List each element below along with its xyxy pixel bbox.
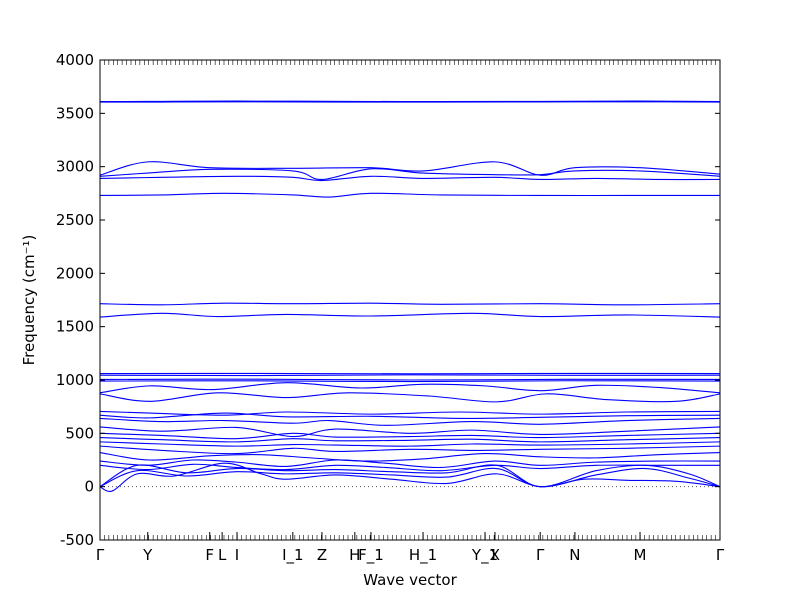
band-line-18 bbox=[99, 432, 721, 440]
x-tick-label: N bbox=[569, 546, 580, 564]
band-line-16 bbox=[99, 417, 721, 426]
band-line-25 bbox=[99, 464, 721, 488]
x-tick-label: F_1 bbox=[358, 546, 384, 565]
y-tick-label: 2500 bbox=[56, 211, 94, 229]
y-axis-label: Frequency (cm⁻¹) bbox=[20, 235, 38, 366]
x-tick-label: Y_1 bbox=[471, 546, 498, 565]
y-tick-label: 4000 bbox=[56, 51, 94, 69]
band-line-14 bbox=[99, 410, 721, 416]
band-line-27 bbox=[99, 462, 721, 492]
y-tick-label: 1500 bbox=[56, 318, 94, 336]
band-line-0 bbox=[99, 100, 721, 103]
x-tick-label: F bbox=[205, 546, 214, 564]
x-tick-label: M bbox=[634, 546, 647, 564]
y-tick-label: 3500 bbox=[56, 104, 94, 122]
band-line-3 bbox=[99, 168, 721, 181]
axis-ticks bbox=[99, 59, 721, 541]
band-line-15 bbox=[99, 412, 721, 419]
x-tick-label: Z bbox=[317, 546, 327, 564]
x-tick-label: H bbox=[349, 546, 360, 564]
x-tick-label: I_1 bbox=[282, 546, 303, 565]
band-line-20 bbox=[99, 441, 721, 447]
y-tick-label: -500 bbox=[60, 531, 94, 549]
band-line-4 bbox=[99, 175, 721, 182]
y-tick-label: 1000 bbox=[56, 371, 94, 389]
band-line-21 bbox=[99, 445, 721, 455]
band-line-7 bbox=[99, 312, 721, 318]
tick-labels: -500 0 500 1000 1500 2000 2500 3000 3500 4000 Γ Y F L… bbox=[56, 51, 725, 565]
band-line-22 bbox=[99, 451, 721, 462]
band-line-10 bbox=[99, 378, 721, 381]
x-tick-label: I bbox=[235, 546, 239, 564]
band-line-19 bbox=[99, 437, 721, 443]
band-line-12 bbox=[99, 382, 721, 394]
band-line-13 bbox=[99, 392, 721, 403]
x-tick-label: Γ bbox=[96, 546, 105, 564]
x-tick-label: Γ bbox=[536, 546, 545, 564]
x-tick-label: H_1 bbox=[409, 546, 437, 565]
plot-frame bbox=[99, 59, 721, 541]
band-line-17 bbox=[99, 426, 721, 438]
x-tick-label: L bbox=[218, 546, 227, 564]
x-axis-label: Wave vector bbox=[363, 571, 457, 589]
y-tick-label: 500 bbox=[65, 424, 94, 442]
y-tick-label: 2000 bbox=[56, 264, 94, 282]
band-line-26 bbox=[99, 467, 721, 488]
plot-content bbox=[99, 100, 721, 492]
band-line-24 bbox=[99, 463, 720, 472]
band-line-9 bbox=[99, 374, 721, 377]
y-tick-label: 0 bbox=[84, 478, 94, 496]
band-line-6 bbox=[99, 302, 721, 306]
x-tick-label: X bbox=[490, 546, 500, 564]
x-tick-label: Γ bbox=[716, 546, 725, 564]
band-line-5 bbox=[99, 192, 720, 198]
band-line-23 bbox=[99, 459, 721, 469]
band-line-2 bbox=[99, 161, 721, 176]
band-line-11 bbox=[99, 380, 721, 383]
x-tick-label: Y bbox=[142, 546, 153, 564]
y-tick-label: 3000 bbox=[56, 158, 94, 176]
